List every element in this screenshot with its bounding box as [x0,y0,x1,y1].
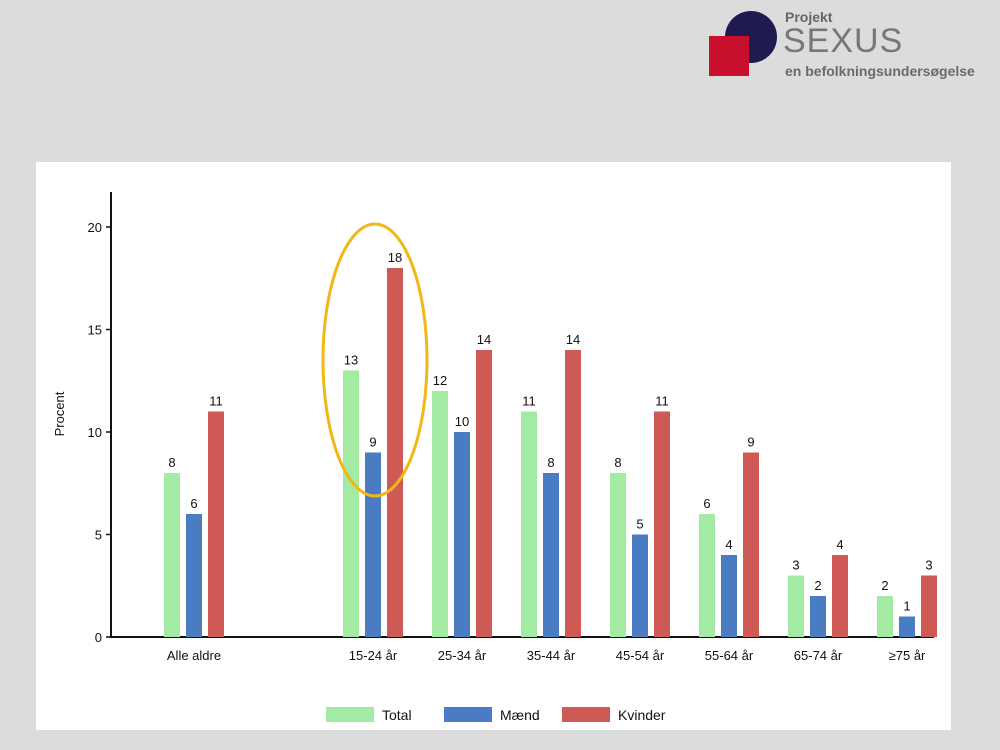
data-label: 12 [433,373,447,388]
data-label: 14 [566,332,580,347]
logo-square [709,36,749,76]
legend-swatch [326,707,374,722]
bar [743,452,759,637]
y-tick-label: 15 [88,323,102,338]
data-label: 6 [703,496,710,511]
data-label: 2 [814,578,821,593]
data-label: 4 [725,537,732,552]
x-tick-label: ≥75 år [889,648,926,663]
bar [632,534,648,637]
data-label: 11 [655,394,669,409]
bar [788,575,804,637]
data-label: 9 [369,435,376,450]
chart-panel: Procent 0 5 10 15 20 8 13 12 11 8 6 3 2 6 9 10 8 5 4 2 1 11 18… [36,162,951,730]
x-tick-label: 55-64 år [705,648,754,663]
bar [186,514,202,637]
bar [543,473,559,637]
bar [432,391,448,637]
data-label: 10 [455,414,469,429]
x-tick-label: Alle aldre [167,648,221,663]
legend-label: Mænd [500,707,540,723]
data-label: 5 [636,517,643,532]
y-tick-label: 20 [88,220,102,235]
y-tick-label: 5 [95,528,102,543]
data-label: 8 [168,455,175,470]
bar [208,411,224,637]
bar [610,473,626,637]
bar [921,575,937,637]
bar [699,514,715,637]
highlight-ellipse [321,222,429,498]
logo-subtitle-text: en befolkningsundersøgelse [785,63,975,79]
logo-sexus-text: SEXUS [783,22,904,60]
bar-chart: Procent 05101520813121186326910854211118… [52,192,937,723]
data-label: 4 [836,537,843,552]
bar [877,596,893,637]
bar [343,370,359,637]
bar [454,432,470,637]
data-label: 3 [792,558,799,573]
x-tick-label: 15-24 år [349,648,398,663]
y-tick-label: 0 [95,630,102,645]
bar [565,350,581,637]
x-tick-label: 65-74 år [794,648,843,663]
bar [832,555,848,637]
legend-label: Total [382,707,412,723]
bar [387,268,403,637]
data-label: 13 [344,353,358,368]
legend-label: Kvinder [618,707,666,723]
data-label: 14 [477,332,491,347]
data-label: 2 [881,578,888,593]
data-label: 11 [209,394,223,409]
sexus-logo: Projekt SEXUS en befolkningsundersøgelse [705,8,995,83]
bar [521,411,537,637]
bar [899,616,915,637]
x-tick-label: 35-44 år [527,648,576,663]
x-tick-label: 45-54 år [616,648,665,663]
legend-swatch [562,707,610,722]
bar [721,555,737,637]
logo-projekt-text: Projekt [785,9,833,25]
bar [810,596,826,637]
legend-swatch [444,707,492,722]
data-label: 9 [747,435,754,450]
bar [476,350,492,637]
data-label: 18 [388,250,402,265]
data-label: 6 [190,496,197,511]
data-label: 11 [522,394,536,409]
data-label: 8 [547,455,554,470]
bar [654,411,670,637]
bar [365,452,381,637]
y-tick-label: 10 [88,425,102,440]
y-axis-label: Procent [52,391,67,436]
data-label: 3 [925,558,932,573]
bar [164,473,180,637]
data-label: 1 [903,599,910,614]
x-tick-label: 25-34 år [438,648,487,663]
data-label: 8 [614,455,621,470]
